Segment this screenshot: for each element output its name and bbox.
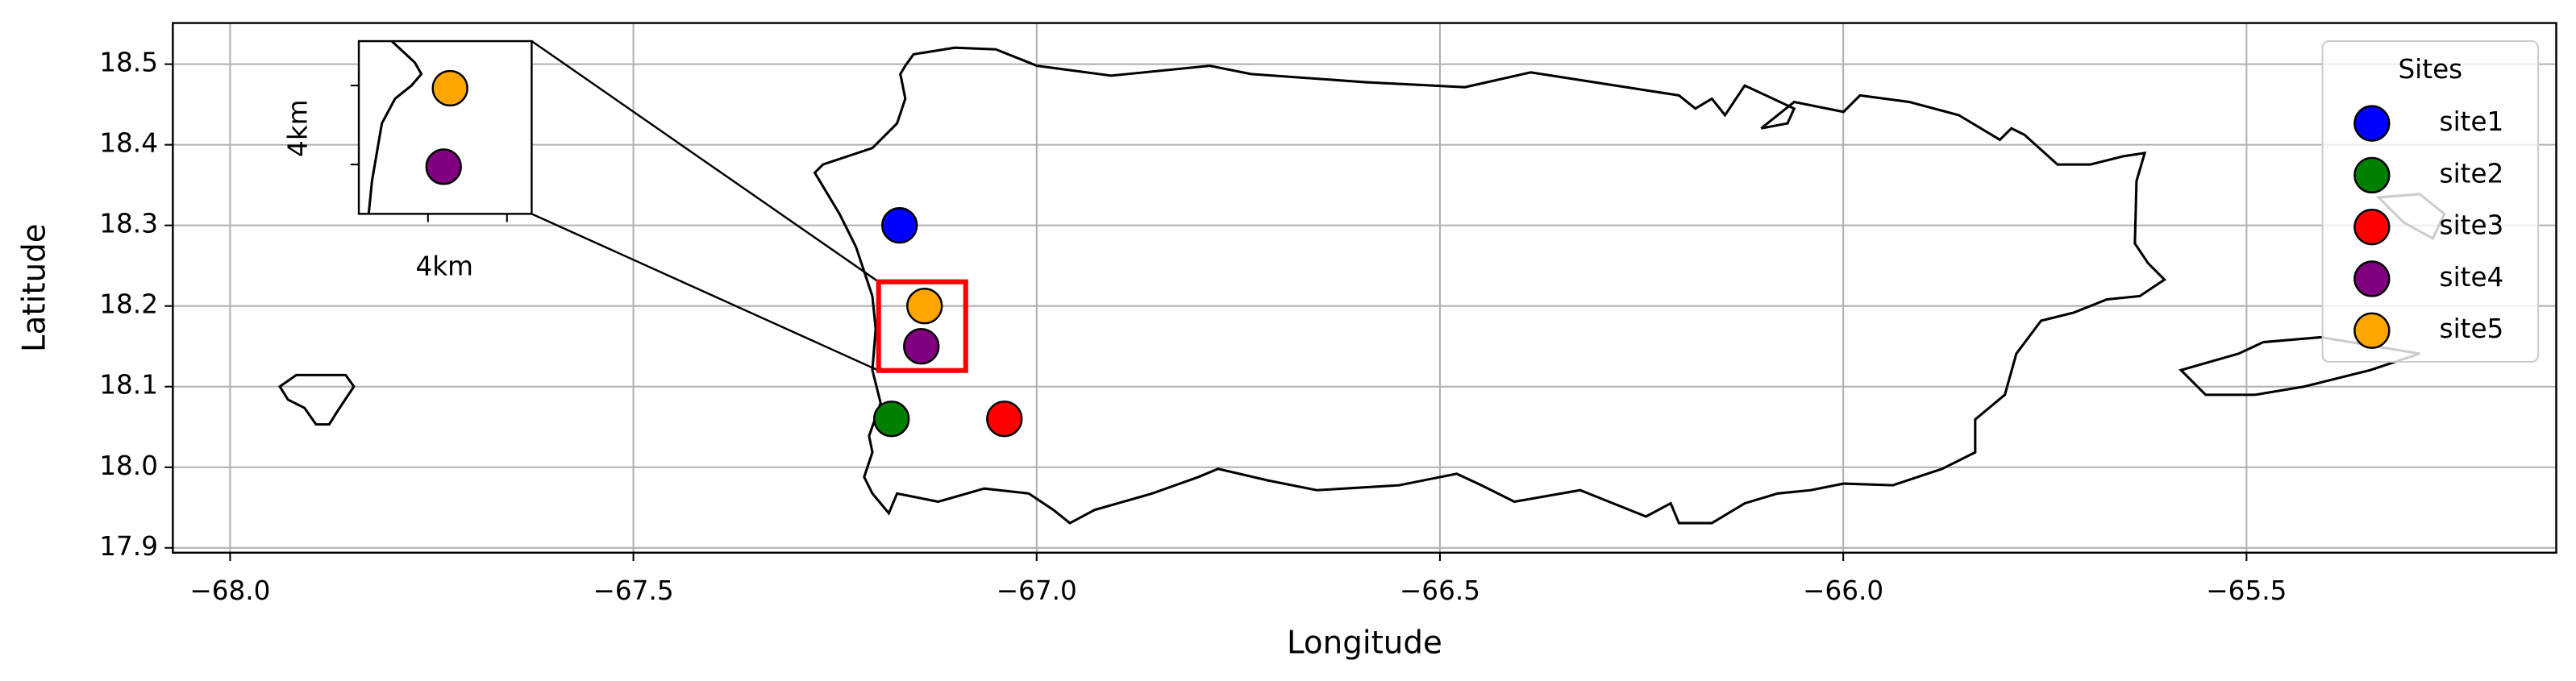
point (906, 288, 943, 325)
point (873, 401, 910, 438)
y-axis-label: Latitude (16, 223, 52, 352)
legend-label: site5 (2440, 314, 2504, 344)
y-tick-label: 18.0 (99, 451, 158, 481)
point (986, 401, 1023, 438)
point (881, 207, 918, 244)
inset-x-label: 4km (415, 251, 473, 282)
y-tick-label: 18.4 (99, 128, 158, 159)
inset-frame (357, 39, 533, 215)
inset-coast (367, 41, 423, 214)
legend-label: site4 (2440, 262, 2504, 293)
legend-marker (2353, 260, 2391, 297)
legend-label: site1 (2440, 106, 2504, 137)
connector (531, 213, 880, 372)
x-tick-label: −65.5 (2206, 575, 2287, 606)
legend-marker (2353, 209, 2391, 246)
axes-frame (172, 22, 2557, 554)
x-tick-label: −68.0 (189, 575, 270, 606)
x-tick-label: −67.0 (997, 575, 1077, 606)
legend-marker (2353, 105, 2391, 142)
inset-y-label: 4km (283, 99, 314, 156)
legend-title: Sites (2398, 54, 2462, 85)
connector (531, 40, 880, 283)
x-tick-label: −67.5 (593, 575, 674, 606)
point (431, 69, 468, 107)
y-tick-label: 18.1 (99, 370, 158, 401)
point (367, 291, 402, 326)
x-tick-label: −66.5 (1400, 575, 1480, 606)
point (591, 291, 626, 326)
legend-label: site2 (2440, 158, 2504, 189)
legend: Sites site1 site2 site3 site4 site5 (2321, 40, 2540, 363)
point (425, 148, 462, 185)
legend-marker (2353, 156, 2391, 194)
y-tick-label: 18.5 (99, 48, 158, 78)
zoom-box (876, 279, 968, 373)
points (873, 207, 1023, 438)
inset-coastline (367, 41, 423, 214)
point (903, 328, 940, 365)
legend-label: site3 (2440, 210, 2504, 241)
coastline (277, 46, 2446, 525)
inset: 4km 4km (283, 69, 626, 326)
main-island (813, 46, 2167, 525)
x-axis-label: Longitude (1287, 625, 1442, 662)
legend-marker (2353, 312, 2391, 349)
y-tick-label: 17.9 (99, 531, 158, 562)
legend-box (2321, 40, 2540, 363)
inset-points (367, 69, 626, 326)
mona-island (277, 373, 356, 426)
grid (173, 23, 2557, 553)
y-tick-label: 18.3 (99, 209, 158, 239)
y-tick-label: 18.2 (99, 289, 158, 320)
x-tick-label: −66.0 (1803, 575, 1883, 606)
